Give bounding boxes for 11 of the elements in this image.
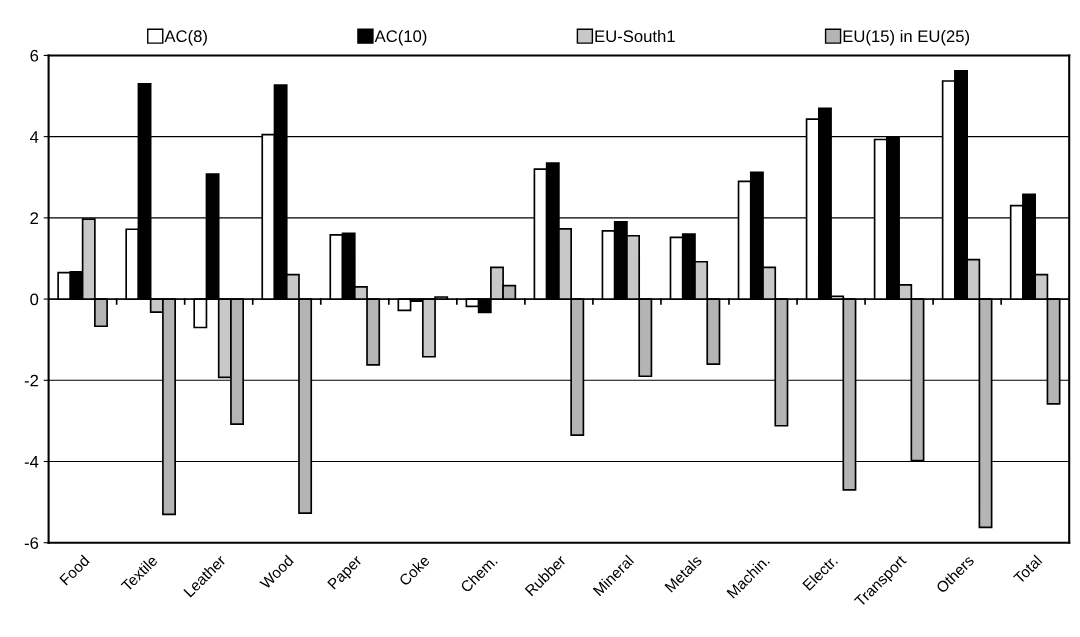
y-tick-label: -2 [24,374,39,387]
y-tick-label: 0 [30,293,39,306]
y-tick-label: 4 [29,131,39,143]
y-tick-label: 2 [30,212,39,224]
y-tick-label: 6 [30,49,39,62]
legend-label: AC(8) [164,29,207,46]
legend-label: EU(15) in EU(25) [843,29,970,46]
y-tick-label: -6 [24,537,39,549]
legend-label: EU-South1 [595,29,675,43]
y-tick-label: -4 [24,456,39,468]
legend-label: AC(10) [374,29,427,46]
